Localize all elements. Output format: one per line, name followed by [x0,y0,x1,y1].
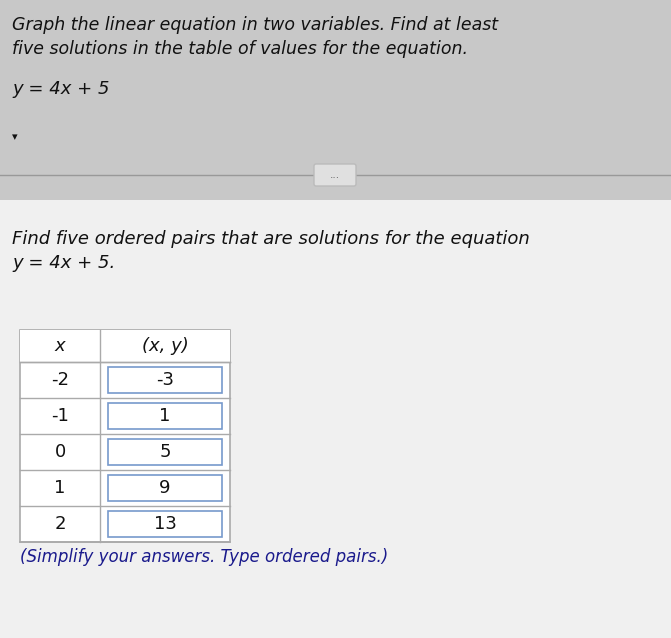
Text: -2: -2 [51,371,69,389]
Text: y = 4x + 5.: y = 4x + 5. [12,254,115,272]
Text: ...: ... [330,170,340,180]
Text: -1: -1 [51,407,69,425]
Bar [0,200,671,638]
Text: (x, y): (x, y) [142,337,189,355]
Text: 13: 13 [154,515,176,533]
Bar [108,403,222,429]
FancyBboxPatch shape [314,164,356,186]
Text: -3: -3 [156,371,174,389]
Text: (Simplify your answers. Type ordered pairs.): (Simplify your answers. Type ordered pai… [20,548,389,566]
Text: five solutions in the table of values for the equation.: five solutions in the table of values fo… [12,40,468,58]
Text: 1: 1 [159,407,170,425]
Text: 0: 0 [54,443,66,461]
Bar [20,330,230,362]
Bar [108,511,222,537]
Text: y = 4x + 5: y = 4x + 5 [12,80,109,98]
Text: Find five ordered pairs that are solutions for the equation: Find five ordered pairs that are solutio… [12,230,529,248]
Text: 1: 1 [54,479,66,497]
Text: 5: 5 [159,443,170,461]
Bar [108,367,222,393]
Text: ▾: ▾ [12,132,17,142]
Text: Graph the linear equation in two variables. Find at least: Graph the linear equation in two variabl… [12,16,498,34]
Bar [108,439,222,465]
Bar [0,0,671,175]
Text: 9: 9 [159,479,170,497]
Bar [108,475,222,501]
Text: 2: 2 [54,515,66,533]
Text: x: x [55,337,65,355]
Bar [20,330,230,542]
